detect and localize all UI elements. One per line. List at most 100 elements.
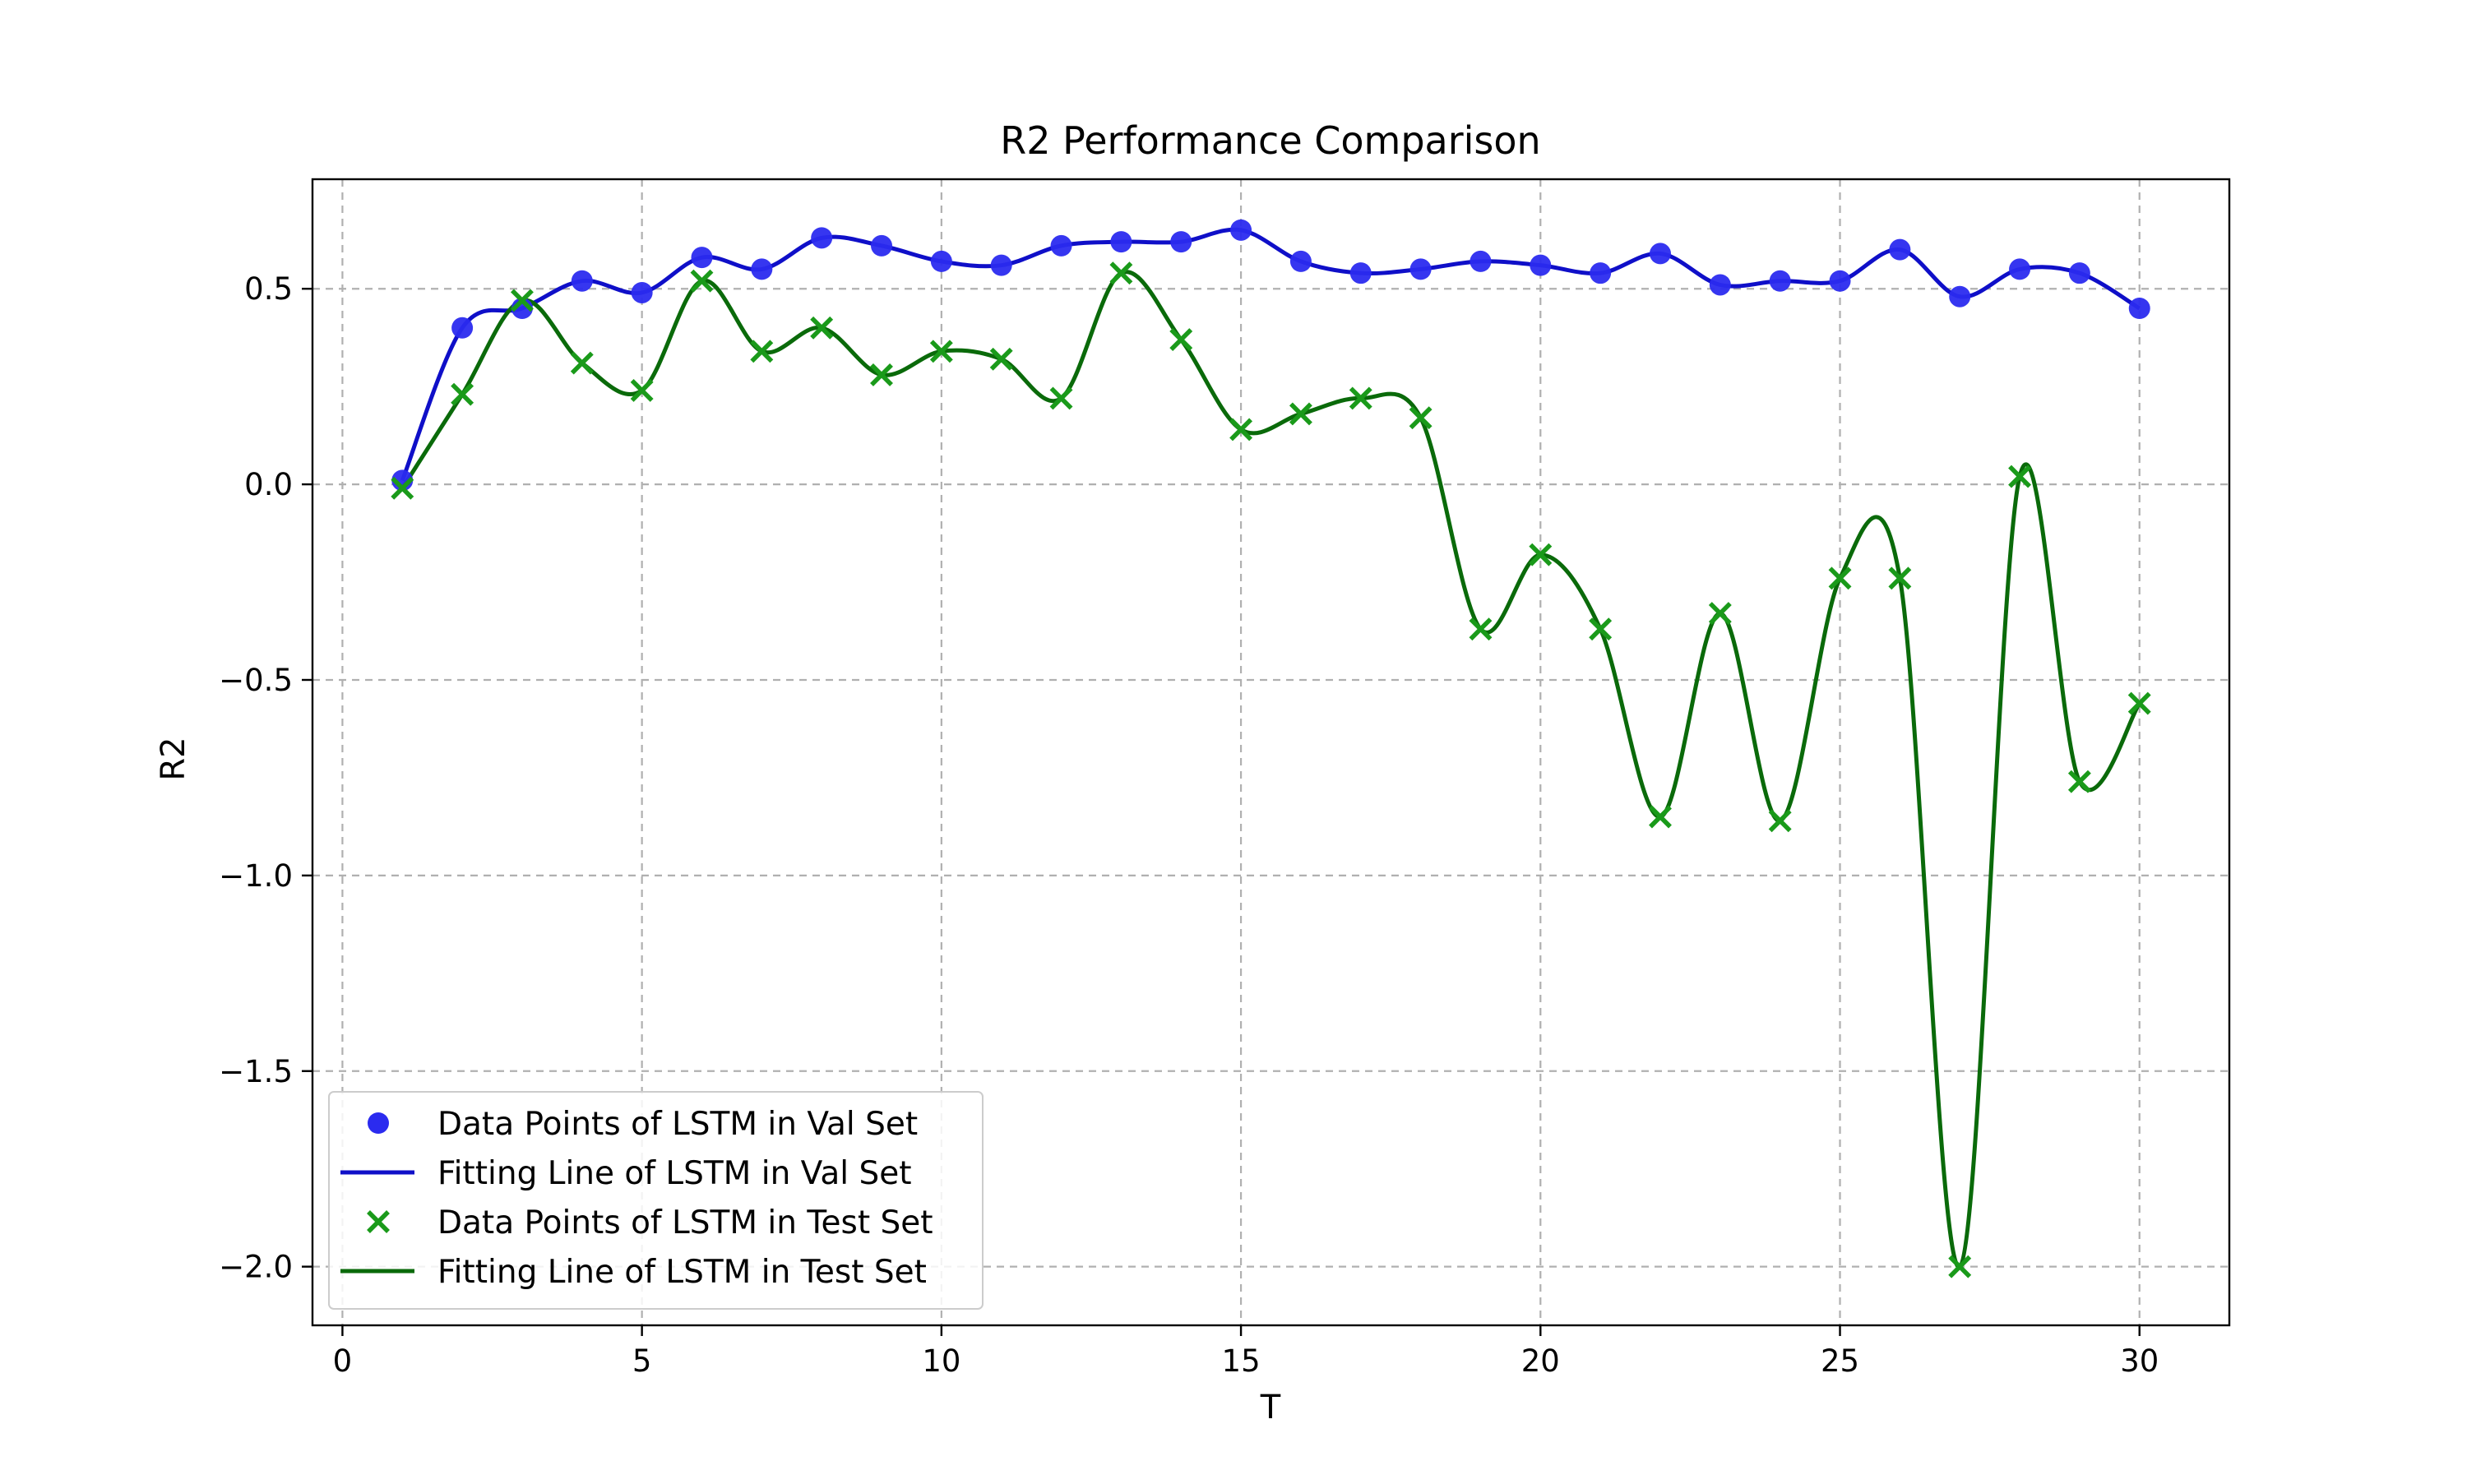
legend-entry-label: Data Points of LSTM in Val Set [437, 1106, 918, 1143]
legend-handle-x [367, 1210, 390, 1233]
y-tick-label: 0.5 [244, 271, 293, 307]
val-data-point [1289, 250, 1312, 272]
x-marker-stroke [1948, 1255, 1972, 1278]
val-data-point [2009, 258, 2031, 280]
test-data-point [2127, 691, 2151, 715]
val-data-point [1590, 262, 1612, 284]
val-data-point [1470, 250, 1492, 272]
test-data-point [1289, 402, 1312, 426]
test-data-point [1828, 566, 1852, 590]
x-marker-stroke [391, 476, 414, 500]
test-data-point [1349, 386, 1372, 410]
test-data-point [2067, 770, 2091, 793]
legend: Data Points of LSTM in Val Set Fitting Li… [328, 1091, 984, 1310]
test-data-point [1169, 328, 1193, 352]
plot-frame [311, 178, 2231, 1327]
y-tick-label: −1.0 [219, 858, 293, 894]
x-axis-label: T [1260, 1389, 1281, 1426]
test-data-point [451, 382, 474, 406]
x-marker-stroke [630, 378, 654, 402]
test-data-point [630, 378, 654, 402]
test-data-point [570, 351, 594, 375]
axes: 0 5 10 15 20 25 30 0.5 0.0 −0.5 −1.0 −1.5 −2.0 [219, 178, 2231, 1379]
val-data-point [1110, 231, 1132, 253]
val-data-point [451, 317, 474, 339]
val-data-point [751, 258, 773, 280]
val-data-point [1409, 258, 1432, 280]
x-marker-stroke [2067, 770, 2091, 793]
x-marker-stroke [690, 269, 714, 293]
x-marker-stroke [870, 363, 893, 386]
x-tick-label: 25 [1821, 1343, 1859, 1379]
x-marker-stroke [1469, 617, 1493, 641]
x-marker-stroke [1529, 543, 1553, 566]
val-data-point [1769, 270, 1791, 292]
x-marker-stroke [1109, 261, 1133, 285]
x-marker-stroke [1289, 402, 1312, 426]
x-marker-stroke [1229, 418, 1253, 442]
legend-entry-label: Data Points of LSTM in Test Set [437, 1204, 933, 1241]
test-data-point [1649, 805, 1672, 829]
x-marker-stroke [2008, 465, 2031, 488]
test-data-point [511, 289, 534, 312]
x-marker-stroke [1888, 566, 1912, 590]
test-data-point [870, 363, 893, 386]
x-tick-label: 30 [2120, 1343, 2159, 1379]
x-marker-stroke [1828, 566, 1852, 590]
x-tick-label: 10 [922, 1343, 960, 1379]
test-data-point [1049, 386, 1073, 410]
val-data-point [811, 227, 833, 249]
test-data-point [750, 340, 774, 363]
x-marker-stroke [1708, 602, 1732, 626]
x-marker-stroke [810, 316, 834, 340]
legend-entry-label: Fitting Line of LSTM in Val Set [437, 1155, 912, 1192]
x-marker-stroke [2127, 691, 2151, 715]
x-marker-stroke [367, 1210, 390, 1233]
val-data-point [1349, 262, 1372, 284]
val-data-point [631, 281, 653, 303]
test-data-point [1888, 566, 1912, 590]
y-tick-label: −2.0 [219, 1250, 293, 1285]
val-data-point [1050, 234, 1072, 257]
val-data-point [1829, 270, 1851, 292]
x-tick-label: 0 [333, 1343, 353, 1379]
val-data-point [571, 270, 593, 292]
val-data-point [2068, 262, 2090, 284]
val-data-point [691, 247, 713, 269]
x-marker-stroke [511, 289, 534, 312]
test-data-point [2008, 465, 2031, 488]
val-data-point [1649, 243, 1671, 265]
x-marker-stroke [451, 382, 474, 406]
x-marker-stroke [929, 340, 953, 363]
legend-handle-circle [368, 1112, 389, 1134]
val-data-point [1530, 254, 1552, 276]
chart-title: R2 Performance Comparison [1000, 118, 1540, 163]
x-marker-stroke [1768, 809, 1792, 833]
legend-box [328, 1091, 984, 1310]
val-data-point [1889, 238, 1911, 261]
x-tick-label: 20 [1521, 1343, 1560, 1379]
legend-entry-label: Fitting Line of LSTM in Test Set [437, 1254, 927, 1291]
test-data-point [1768, 809, 1792, 833]
x-marker-stroke [1349, 386, 1372, 410]
test-data-point [1529, 543, 1553, 566]
test-data-point [810, 316, 834, 340]
x-marker-stroke [1409, 406, 1433, 430]
val-data-point [990, 254, 1012, 276]
test-data-point [1109, 261, 1133, 285]
test-data-point [1708, 602, 1732, 626]
val-data-point [1949, 285, 1971, 307]
test-data-point [1469, 617, 1493, 641]
x-marker-stroke [989, 347, 1013, 371]
val-data-point [930, 250, 952, 272]
test-data-point [1948, 1255, 1972, 1278]
x-marker-stroke [1589, 617, 1613, 641]
y-tick-label: 0.0 [244, 467, 293, 502]
y-axis-label: R2 [155, 737, 192, 780]
val-data-point [1230, 219, 1252, 241]
x-marker-stroke [570, 351, 594, 375]
test-data-point [929, 340, 953, 363]
val-data-point [1709, 274, 1731, 296]
